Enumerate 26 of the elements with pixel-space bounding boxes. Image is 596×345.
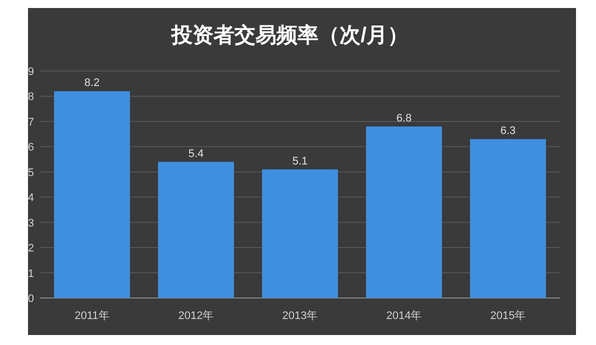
bar [262, 169, 338, 298]
y-tick-label: 6 [28, 142, 34, 154]
y-tick-label: 7 [28, 116, 34, 128]
bar [54, 91, 130, 298]
data-label: 5.1 [292, 155, 308, 168]
data-label: 8.2 [84, 77, 100, 90]
x-tick-label: 2013年 [282, 310, 318, 322]
y-tick-label: 8 [28, 91, 34, 104]
data-label: 6.3 [500, 125, 516, 138]
data-label: 5.4 [188, 148, 204, 160]
y-tick-label: 4 [28, 192, 34, 204]
bar [470, 139, 546, 298]
x-tick-label: 2012年 [178, 310, 214, 322]
y-tick-label: 9 [28, 66, 34, 78]
x-tick-label: 2014年 [386, 310, 422, 322]
y-tick-label: 0 [28, 293, 34, 305]
bar [366, 126, 442, 298]
y-tick-label: 5 [28, 166, 34, 179]
chart-title: 投资者交易频率（次/月） [170, 23, 408, 47]
x-tick-label: 2011年 [74, 310, 110, 322]
y-tick-label: 3 [28, 217, 34, 230]
y-tick-label: 1 [28, 268, 34, 280]
x-tick-label: 2015年 [490, 310, 526, 322]
y-tick-label: 2 [28, 242, 34, 255]
data-label: 6.8 [396, 112, 412, 124]
bar [158, 162, 234, 298]
